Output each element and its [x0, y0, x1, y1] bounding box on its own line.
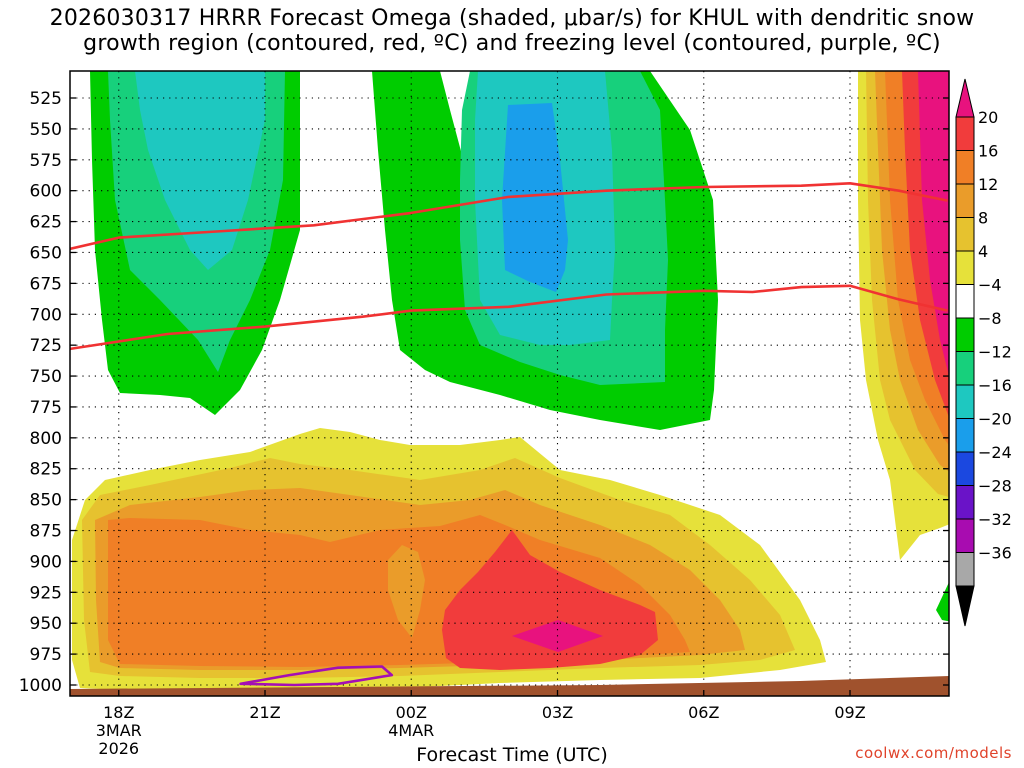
colorbar-label-9: −20	[978, 410, 1012, 429]
colorbar-swatch-8	[955, 351, 975, 386]
colorbar-top-arrow	[955, 78, 975, 118]
colorbar-swatch-1	[955, 116, 975, 151]
omega-shading	[72, 71, 949, 693]
colorbar-label-1: 16	[978, 142, 998, 161]
colorbar-label-11: −28	[978, 477, 1012, 496]
y-tick-label-625: 625	[30, 213, 62, 233]
x-tick-label-21Z: 21Z	[249, 703, 280, 722]
y-tick-label-750: 750	[30, 367, 62, 387]
grid-lines	[70, 71, 949, 696]
y-tick-label-1000: 1000	[19, 676, 62, 696]
colorbar-swatch-7	[955, 317, 975, 352]
y-tick-label-550: 550	[30, 120, 62, 140]
colorbar-swatch-4	[955, 217, 975, 252]
y-tick-label-825: 825	[30, 460, 62, 480]
x-tick-date-18Z: 3MAR	[96, 721, 142, 740]
colorbar-label-0: 20	[978, 108, 998, 127]
dgz-contour-2	[70, 284, 948, 351]
colorbar-label-5: −4	[978, 276, 1002, 295]
colorbar-swatch-11	[955, 451, 975, 486]
colorbar-label-13: −36	[978, 544, 1012, 563]
y-tick-label-650: 650	[30, 243, 62, 263]
y-tick-label-700: 700	[30, 305, 62, 325]
x-tick-label-18Z: 18Z	[103, 703, 134, 722]
colorbar-swatch-5	[955, 250, 975, 285]
omega-region-upper-middle-blue	[502, 103, 568, 292]
y-tick-label-800: 800	[30, 429, 62, 449]
y-tick-label-600: 600	[30, 182, 62, 202]
y-tick-label-525: 525	[30, 89, 62, 109]
x-tick-label-09Z: 09Z	[834, 703, 865, 722]
colorbar-label-6: −8	[978, 309, 1002, 328]
x-tick-label-03Z: 03Z	[542, 703, 573, 722]
x-tick-label-06Z: 06Z	[688, 703, 719, 722]
colorbar-swatch-13	[955, 518, 975, 553]
pressure-axis: 525 550 575 600 625 650 675 700 725 750 775 800 825 8…	[19, 89, 949, 696]
contours	[70, 182, 948, 687]
x-tick-year-18Z: 2026	[98, 739, 139, 758]
colorbar-swatch-3	[955, 183, 975, 218]
colorbar-bottom-arrow	[955, 585, 975, 627]
chart-title-line-2: growth region (contoured, red, ºC) and f…	[83, 31, 941, 56]
colorbar-swatch-14	[955, 552, 975, 587]
colorbar-swatch-9	[955, 384, 975, 419]
omega-region-lower-light-orange-pocket	[388, 545, 425, 638]
freezing-level-contour	[239, 665, 394, 687]
x-tick-date-00Z: 4MAR	[388, 721, 434, 740]
y-tick-label-925: 925	[30, 583, 62, 603]
y-tick-label-725: 725	[30, 336, 62, 356]
y-tick-label-950: 950	[30, 614, 62, 634]
credit-link[interactable]: coolwx.com/models	[855, 744, 1012, 762]
x-axis-title: Forecast Time (UTC)	[416, 744, 608, 766]
omega-region-upper-left-cyan	[135, 71, 265, 270]
y-tick-label-875: 875	[30, 522, 62, 542]
y-tick-label-675: 675	[30, 274, 62, 294]
omega-region-right-magenta	[918, 71, 949, 376]
colorbar-swatch-6	[955, 284, 975, 319]
chart-title-line-1: 2026030317 HRRR Forecast Omega (shaded, …	[49, 6, 975, 31]
colorbar-label-3: 8	[978, 209, 988, 228]
y-tick-label-900: 900	[30, 552, 62, 572]
omega-colorbar: 20 16 12 8 4 −4 −8 −12 −16 −20 −24 −28 −32 −36	[955, 78, 1012, 627]
terrain-ground-strip	[70, 676, 949, 696]
colorbar-label-7: −12	[978, 343, 1012, 362]
colorbar-label-4: 4	[978, 242, 988, 261]
y-tick-label-850: 850	[30, 491, 62, 511]
colorbar-label-10: −24	[978, 443, 1012, 462]
y-tick-label-975: 975	[30, 645, 62, 665]
y-tick-label-575: 575	[30, 151, 62, 171]
colorbar-swatch-2	[955, 150, 975, 185]
colorbar-label-12: −32	[978, 510, 1012, 529]
colorbar-label-2: 12	[978, 175, 998, 194]
plot-frame	[69, 70, 950, 697]
colorbar-label-8: −16	[978, 376, 1012, 395]
colorbar-swatch-10	[955, 418, 975, 453]
colorbar-swatch-12	[955, 485, 975, 520]
y-tick-label-775: 775	[30, 398, 62, 418]
omega-region-lower-red	[442, 530, 658, 670]
dgz-contour-1	[70, 182, 948, 251]
x-tick-label-00Z: 00Z	[396, 703, 427, 722]
